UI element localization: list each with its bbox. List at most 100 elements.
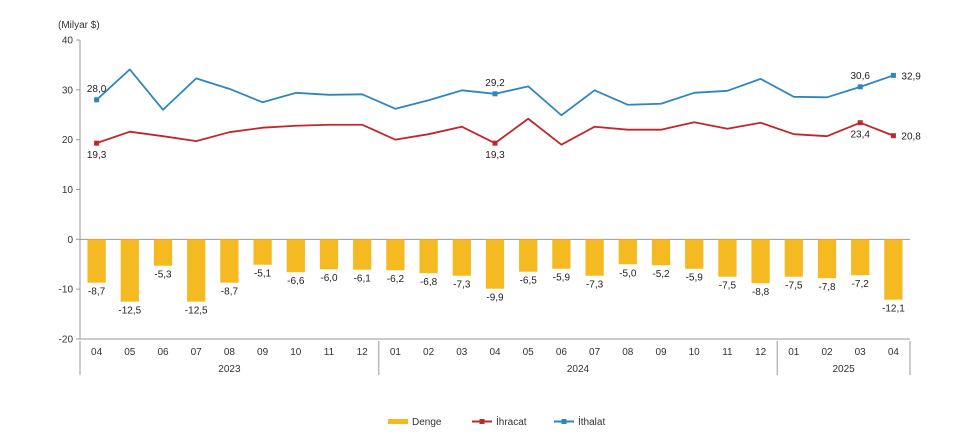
denge-bar xyxy=(485,239,505,289)
denge-bar-label: -12,5 xyxy=(118,306,141,317)
denge-bar xyxy=(552,239,571,269)
ithalat-data-label: 30,6 xyxy=(850,71,870,82)
x-tick-label: 03 xyxy=(855,347,867,358)
legend-label-ithalat: İthalat xyxy=(578,415,605,428)
x-tick-label: 06 xyxy=(556,347,568,358)
x-axis: 04 05 06 07 08 09 10 11 12 01 02 03 04 05 06 07 08 09 10 11… xyxy=(79,238,911,375)
denge-bar-label: -6,1 xyxy=(354,274,372,285)
ithalat-marker xyxy=(857,84,863,90)
x-tick-label: 02 xyxy=(423,347,435,358)
x-tick-label: 05 xyxy=(124,347,136,358)
ihracat-data-label: 19,3 xyxy=(87,150,107,161)
denge-bar-label: -7,8 xyxy=(818,282,836,293)
ithalat-data-label: 29,2 xyxy=(485,78,505,89)
year-label: 2023 xyxy=(218,364,241,375)
x-tick-label: 03 xyxy=(456,347,468,358)
legend-marker-ithalat xyxy=(561,419,567,424)
ihracat-marker xyxy=(890,133,896,139)
denge-bar xyxy=(220,239,239,283)
denge-bar-label: -8,8 xyxy=(752,287,770,298)
x-tick-label: 11 xyxy=(324,347,335,358)
denge-bar xyxy=(319,239,339,270)
denge-bar xyxy=(884,239,903,300)
y-tick-label: 10 xyxy=(62,185,74,196)
denge-bar xyxy=(153,239,173,266)
denge-bar-label: -5,3 xyxy=(154,270,172,281)
x-tick-label: 04 xyxy=(489,347,501,358)
denge-bar xyxy=(851,239,870,276)
ihracat-marker xyxy=(94,140,100,146)
x-tick-label: 09 xyxy=(655,347,667,358)
x-tick-label: 04 xyxy=(888,347,900,358)
y-tick-label: 0 xyxy=(67,235,73,246)
denge-bar-label: -6,6 xyxy=(287,276,305,287)
denge-bar-label: -7,5 xyxy=(785,281,803,292)
year-label: 2025 xyxy=(832,364,855,375)
year-label: 2024 xyxy=(567,364,590,375)
denge-bar xyxy=(386,239,405,271)
x-tick-label: 08 xyxy=(622,347,634,358)
x-tick-label: 11 xyxy=(722,347,733,358)
legend-label-denge: Denge xyxy=(412,417,442,428)
y-axis: -20 -10 0 10 20 30 40 xyxy=(59,36,81,346)
denge-bar xyxy=(419,239,438,274)
ithalat-marker xyxy=(94,97,100,103)
ihracat-data-label: 23,4 xyxy=(850,130,870,141)
ithalat-data-label: 28,0 xyxy=(87,84,107,95)
denge-bar-label: -12,1 xyxy=(882,304,905,315)
ithalat-data-label: 32,9 xyxy=(901,71,921,82)
denge-bar xyxy=(751,239,770,284)
denge-bar-label: -6,0 xyxy=(320,273,338,284)
x-tick-label: 12 xyxy=(755,347,767,358)
legend-marker-ihracat xyxy=(479,419,485,424)
denge-bar-label: -7,5 xyxy=(719,281,737,292)
x-tick-label: 08 xyxy=(224,347,236,358)
ithalat-marker xyxy=(492,91,498,97)
legend: Denge İhracat İthalat xyxy=(388,415,605,428)
denge-bar-label: -7,3 xyxy=(586,280,604,291)
denge-bar xyxy=(286,239,305,273)
y-tick-label: 20 xyxy=(62,135,74,146)
denge-bar-label: -7,3 xyxy=(453,280,471,291)
denge-bar xyxy=(253,239,272,265)
ihracat-data-label: 19,3 xyxy=(485,150,505,161)
denge-bar-label: -8,7 xyxy=(88,287,106,298)
x-tick-label: 04 xyxy=(91,347,103,358)
x-tick-label: 09 xyxy=(257,347,269,358)
denge-bar-label: -5,2 xyxy=(652,269,670,280)
x-tick-label: 05 xyxy=(523,347,535,358)
ihracat-marker xyxy=(857,120,863,126)
denge-bar xyxy=(651,239,671,266)
denge-bar-label: -6,2 xyxy=(387,274,405,285)
y-tick-label: 30 xyxy=(62,85,74,96)
ihracat-marker xyxy=(492,140,498,146)
series-line-labels: 19,3 19,3 23,4 20,8 28,0 29,2 30,6 32,9 xyxy=(87,71,921,161)
legend-label-ihracat: İhracat xyxy=(496,415,527,428)
denge-bar xyxy=(87,239,106,283)
denge-bar xyxy=(618,239,637,265)
denge-bar-label: -7,2 xyxy=(852,279,870,290)
denge-bar xyxy=(187,239,206,302)
x-tick-label: 10 xyxy=(290,347,302,358)
denge-bar-label: -5,0 xyxy=(619,268,637,279)
denge-bar xyxy=(718,239,737,277)
y-tick-label: 40 xyxy=(62,36,74,47)
denge-bar-label: -5,1 xyxy=(254,269,272,280)
denge-bar-label: -5,9 xyxy=(553,273,571,284)
ithalat-marker xyxy=(890,72,896,78)
denge-bar xyxy=(519,239,538,272)
denge-bar-label: -8,7 xyxy=(221,287,239,298)
denge-bar-label: -12,5 xyxy=(185,306,208,317)
denge-bar xyxy=(585,239,604,276)
x-tick-label: 07 xyxy=(191,347,203,358)
y-tick-label: -10 xyxy=(59,285,74,296)
x-tick-label: 01 xyxy=(390,347,402,358)
x-tick-label: 10 xyxy=(689,347,701,358)
x-tick-label: 01 xyxy=(788,347,800,358)
denge-bar xyxy=(685,239,704,269)
x-tick-label: 06 xyxy=(157,347,169,358)
x-tick-label: 12 xyxy=(357,347,369,358)
denge-bar xyxy=(784,239,803,277)
x-tick-label: 07 xyxy=(589,347,601,358)
